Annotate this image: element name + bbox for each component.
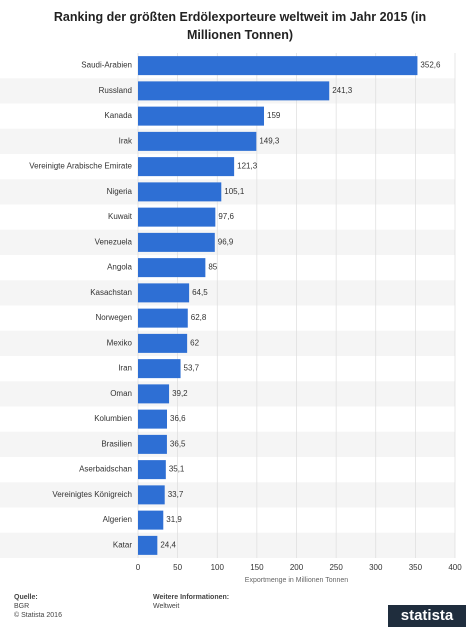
x-tick-label: 250 xyxy=(329,563,343,572)
row-band xyxy=(0,229,455,255)
bar xyxy=(138,157,235,177)
y-tick-label: Nigeria xyxy=(107,187,133,196)
info-label: Weitere Informationen: xyxy=(153,594,230,601)
value-label: 39,2 xyxy=(172,389,188,398)
logo[interactable]: statista xyxy=(388,605,466,627)
y-tick-label: Norwegen xyxy=(96,313,132,322)
y-tick-label: Iran xyxy=(118,364,132,373)
y-tick-label: Vereinigte Arabische Emirate xyxy=(29,162,132,171)
value-label: 97,6 xyxy=(218,212,234,221)
x-axis-label: Exportmenge in Millionen Tonnen xyxy=(245,577,348,584)
bar xyxy=(138,283,190,303)
bar xyxy=(138,460,166,480)
x-tick-label: 350 xyxy=(409,563,423,572)
info: Weltweit xyxy=(153,603,180,610)
value-label: 85 xyxy=(208,263,217,272)
row-band xyxy=(0,280,455,306)
bar xyxy=(138,359,181,379)
value-label: 24,4 xyxy=(160,540,176,549)
bar xyxy=(138,232,215,252)
value-label: 149,3 xyxy=(259,136,280,145)
value-label: 31,9 xyxy=(166,515,182,524)
source: BGR xyxy=(14,603,30,610)
value-label: 96,9 xyxy=(218,237,234,246)
source-label: Quelle: xyxy=(14,594,38,601)
y-tick-label: Kolumbien xyxy=(94,414,132,423)
x-tick-label: 100 xyxy=(211,563,225,572)
value-label: 105,1 xyxy=(224,187,245,196)
y-tick-label: Mexiko xyxy=(107,338,133,347)
row-band xyxy=(0,482,455,508)
row-band xyxy=(0,431,455,457)
bar xyxy=(138,106,265,126)
value-label: 241,3 xyxy=(332,86,353,95)
bar xyxy=(138,409,168,429)
x-tick-label: 200 xyxy=(290,563,304,572)
y-tick-label: Aserbaidschan xyxy=(79,465,132,474)
bar xyxy=(138,182,222,202)
value-label: 36,5 xyxy=(170,439,186,448)
value-label: 121,3 xyxy=(237,162,258,171)
value-label: 33,7 xyxy=(168,490,184,499)
bar xyxy=(138,131,257,151)
value-label: 352,6 xyxy=(420,61,441,70)
y-tick-label: Katar xyxy=(113,540,132,549)
chart-title: Ranking der größten Erdölexporteure welt… xyxy=(53,10,427,42)
x-tick-label: 50 xyxy=(173,563,182,572)
y-tick-label: Saudi-Arabien xyxy=(81,61,132,70)
value-label: 35,1 xyxy=(169,465,185,474)
row-band xyxy=(0,381,455,407)
y-tick-label: Vereinigtes Königreich xyxy=(52,490,132,499)
y-tick-label: Russland xyxy=(99,86,132,95)
y-tick-label: Venezuela xyxy=(95,237,133,246)
row-band xyxy=(0,532,455,558)
copyright: © Statista 2016 xyxy=(14,612,62,619)
y-tick-label: Kanada xyxy=(104,111,132,120)
value-label: 36,6 xyxy=(170,414,186,423)
x-tick-label: 150 xyxy=(250,563,264,572)
bar xyxy=(138,384,170,404)
row-band xyxy=(0,179,455,205)
value-label: 159 xyxy=(267,111,281,120)
bar xyxy=(138,535,158,555)
bar xyxy=(138,333,188,353)
y-tick-label: Irak xyxy=(119,136,133,145)
value-label: 64,5 xyxy=(192,288,208,297)
bar xyxy=(138,207,216,227)
bar xyxy=(138,485,165,505)
value-label: 53,7 xyxy=(184,364,200,373)
y-tick-label: Angola xyxy=(107,263,132,272)
x-tick-label: 400 xyxy=(448,563,462,572)
y-tick-label: Brasilien xyxy=(101,439,132,448)
y-tick-label: Kasachstan xyxy=(90,288,132,297)
value-label: 62,8 xyxy=(191,313,207,322)
bar xyxy=(138,434,167,454)
y-tick-label: Algerien xyxy=(103,515,132,524)
bar xyxy=(138,258,206,278)
bar xyxy=(138,510,164,530)
x-tick-label: 300 xyxy=(369,563,383,572)
bar xyxy=(138,56,418,76)
y-tick-label: Oman xyxy=(110,389,132,398)
bar xyxy=(138,308,188,328)
row-band xyxy=(0,330,455,356)
y-tick-label: Kuwait xyxy=(108,212,133,221)
value-label: 62 xyxy=(190,338,199,347)
x-tick-label: 0 xyxy=(136,563,141,572)
bar xyxy=(138,81,330,101)
